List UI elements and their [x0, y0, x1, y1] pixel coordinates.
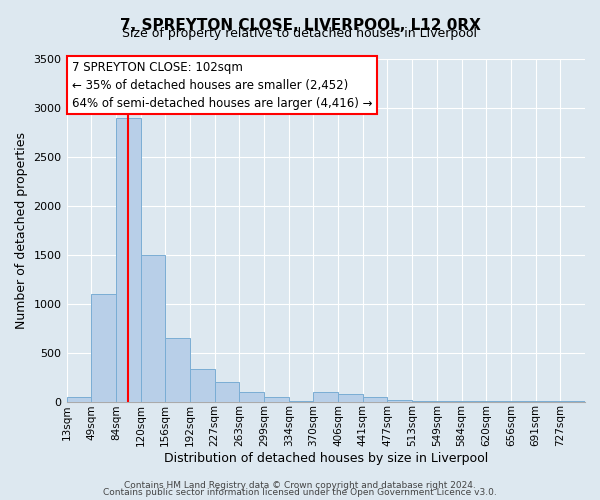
Text: Size of property relative to detached houses in Liverpool: Size of property relative to detached ho…	[122, 28, 478, 40]
Bar	[165, 338, 190, 402]
Bar	[388, 400, 412, 402]
Bar	[116, 118, 140, 402]
Text: 7 SPREYTON CLOSE: 102sqm
← 35% of detached houses are smaller (2,452)
64% of sem: 7 SPREYTON CLOSE: 102sqm ← 35% of detach…	[72, 60, 372, 110]
Bar	[264, 396, 289, 402]
Bar	[363, 396, 388, 402]
Bar	[91, 294, 116, 402]
Text: Contains HM Land Registry data © Crown copyright and database right 2024.: Contains HM Land Registry data © Crown c…	[124, 480, 476, 490]
Text: 7, SPREYTON CLOSE, LIVERPOOL, L12 0RX: 7, SPREYTON CLOSE, LIVERPOOL, L12 0RX	[119, 18, 481, 32]
Bar	[215, 382, 239, 402]
Bar	[338, 394, 363, 402]
Text: Contains public sector information licensed under the Open Government Licence v3: Contains public sector information licen…	[103, 488, 497, 497]
X-axis label: Distribution of detached houses by size in Liverpool: Distribution of detached houses by size …	[164, 452, 488, 465]
Bar	[313, 392, 338, 402]
Bar	[239, 392, 264, 402]
Y-axis label: Number of detached properties: Number of detached properties	[15, 132, 28, 329]
Bar	[140, 254, 165, 402]
Bar	[190, 369, 215, 402]
Bar	[67, 396, 91, 402]
